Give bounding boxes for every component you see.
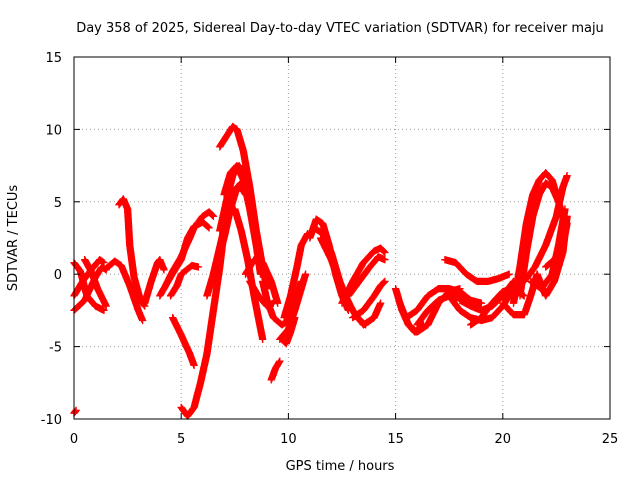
series-arc-1 (70, 406, 80, 417)
series-arc-44 (520, 172, 571, 286)
series-arc-32 (349, 277, 389, 322)
marker-trace (441, 256, 513, 286)
axis-ticks (73, 56, 611, 420)
x-tick-label: 0 (70, 432, 78, 447)
marker-trace (509, 169, 563, 307)
series-arc-15 (209, 183, 250, 278)
marker-trace (102, 257, 147, 325)
series-arc-47 (542, 219, 571, 271)
y-tick-label: 5 (54, 196, 62, 211)
y-tick-label: -10 (41, 413, 62, 428)
series-arc-20 (241, 256, 282, 307)
y-tick-label: -5 (49, 341, 62, 356)
marker-trace (209, 183, 250, 278)
x-axis-label: GPS time / hours (286, 459, 395, 474)
series-arc-25 (280, 230, 312, 322)
marker-trace (520, 172, 571, 286)
series-arc-26 (278, 313, 299, 348)
grid (74, 57, 610, 419)
x-tick-label: 25 (602, 432, 619, 447)
series-arc-23 (267, 357, 284, 384)
chart-title: Day 358 of 2025, Sidereal Day-to-day VTE… (76, 21, 604, 36)
marker-trace (278, 313, 299, 348)
series-arc-5 (81, 256, 110, 310)
marker-trace (349, 277, 389, 322)
y-tick-label: 0 (54, 268, 62, 283)
series-arc-31 (344, 253, 389, 300)
marker-trace (141, 256, 168, 307)
series-arc-6 (102, 257, 147, 325)
marker-trace (241, 256, 282, 307)
x-tick-label: 5 (177, 432, 185, 447)
series-arc-42 (509, 169, 563, 307)
marker-trace (344, 253, 389, 300)
x-tick-label: 20 (495, 432, 512, 447)
marker-trace (280, 230, 312, 322)
series-arc-12 (168, 313, 198, 370)
series-arc-11 (166, 261, 203, 300)
series-arc-10 (160, 208, 218, 293)
plot-frame (73, 56, 611, 420)
marker-trace (160, 208, 218, 293)
y-axis-label: SDTVAR / TECUs (6, 185, 21, 292)
series-arc-8 (141, 256, 168, 307)
x-tick-labels: 0 5 10 15 20 25 (70, 432, 618, 447)
data-points (70, 122, 571, 420)
marker-trace (166, 261, 203, 300)
y-tick-label: 15 (45, 51, 62, 66)
y-tick-labels: -10 -5 0 5 10 15 (41, 51, 62, 428)
x-tick-label: 15 (387, 432, 404, 447)
series-arc-7 (115, 195, 149, 310)
marker-trace (70, 406, 80, 417)
marker-trace (542, 219, 571, 271)
marker-trace (168, 313, 198, 370)
marker-trace (267, 357, 284, 384)
marker-trace (115, 195, 149, 310)
series-arc-37 (441, 256, 513, 286)
marker-trace (81, 256, 110, 310)
y-tick-label: 10 (45, 123, 62, 138)
x-tick-label: 10 (280, 432, 297, 447)
